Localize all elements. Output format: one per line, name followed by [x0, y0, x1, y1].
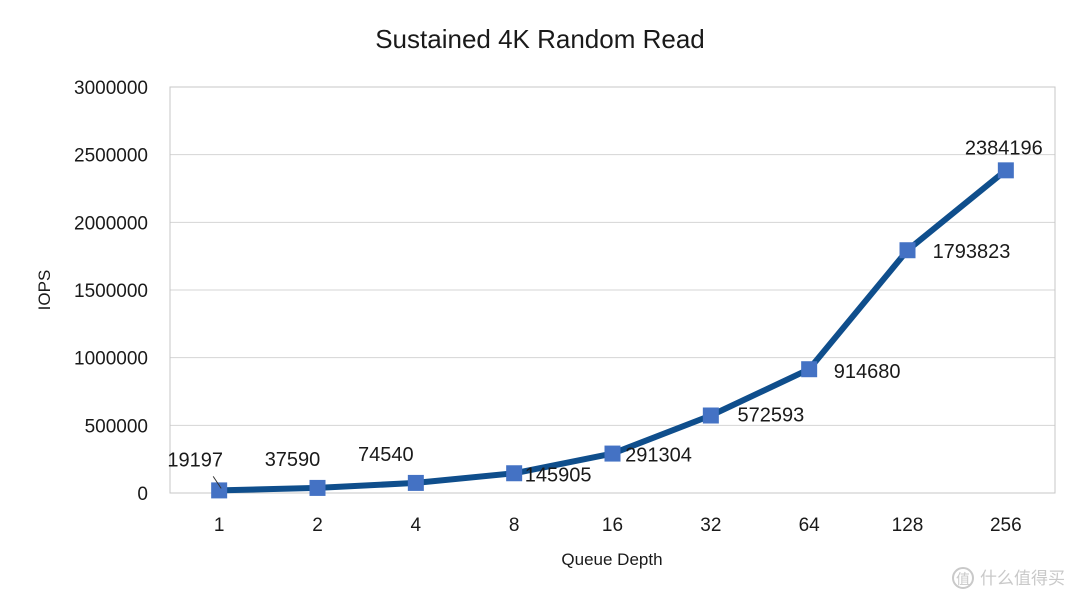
- value-icon: 值: [952, 567, 974, 589]
- y-tick-label: 500000: [85, 416, 148, 437]
- x-tick-label: 16: [602, 515, 623, 536]
- data-label: 19197: [167, 449, 223, 471]
- chart-title: Sustained 4K Random Read: [375, 24, 705, 54]
- y-tick-label: 2500000: [74, 146, 148, 167]
- x-axis-title: Queue Depth: [561, 550, 662, 569]
- x-tick-label: 2: [312, 515, 323, 536]
- data-point: [309, 479, 326, 496]
- data-point: [899, 242, 916, 259]
- y-axis-ticks: 0 500000 1000000 1500000 2000000 2500000 30000…: [74, 78, 148, 505]
- data-point: [211, 482, 228, 499]
- x-axis-ticks: 1 2 4 8 16 32 64 128 256: [214, 515, 1022, 536]
- leader-line: [212, 476, 222, 489]
- y-axis-title: IOPS: [35, 270, 54, 311]
- x-tick-label: 32: [700, 515, 721, 536]
- y-tick-label: 3000000: [74, 78, 148, 99]
- y-tick-label: 0: [137, 484, 148, 505]
- data-label: 74540: [358, 444, 414, 466]
- plot-area: [169, 86, 1056, 494]
- x-tick-label: 64: [799, 515, 821, 536]
- svg-text:值: 值: [956, 572, 970, 588]
- y-tick-label: 2000000: [74, 213, 148, 234]
- data-label: 2384196: [965, 137, 1043, 159]
- data-point: [407, 474, 424, 491]
- x-tick-label: 1: [214, 515, 225, 536]
- data-label: 572593: [737, 405, 804, 427]
- x-tick-label: 4: [411, 515, 422, 536]
- data-label: 145905: [525, 464, 592, 486]
- data-label: 1793823: [933, 241, 1011, 263]
- x-tick-label: 128: [892, 515, 924, 536]
- y-tick-label: 1500000: [74, 281, 148, 302]
- data-label: 37590: [265, 449, 321, 471]
- x-tick-label: 8: [509, 515, 520, 536]
- data-label: 914680: [834, 361, 901, 383]
- data-point: [702, 407, 719, 424]
- watermark-text: 什么值得买: [980, 569, 1065, 589]
- watermark: 值 什么值得买: [952, 567, 1065, 589]
- series-line: [216, 167, 1009, 494]
- data-point: [506, 465, 523, 482]
- data-point: [997, 162, 1014, 179]
- y-tick-label: 1000000: [74, 349, 148, 370]
- data-point: [604, 445, 621, 462]
- data-labels: 19197 37590 74540 145905 291304 572593 914680 1…: [167, 137, 1043, 489]
- x-tick-label: 256: [990, 515, 1022, 536]
- series-iops: [211, 162, 1014, 499]
- data-point: [801, 361, 818, 378]
- gridlines: [170, 86, 1055, 426]
- data-label: 291304: [625, 445, 692, 467]
